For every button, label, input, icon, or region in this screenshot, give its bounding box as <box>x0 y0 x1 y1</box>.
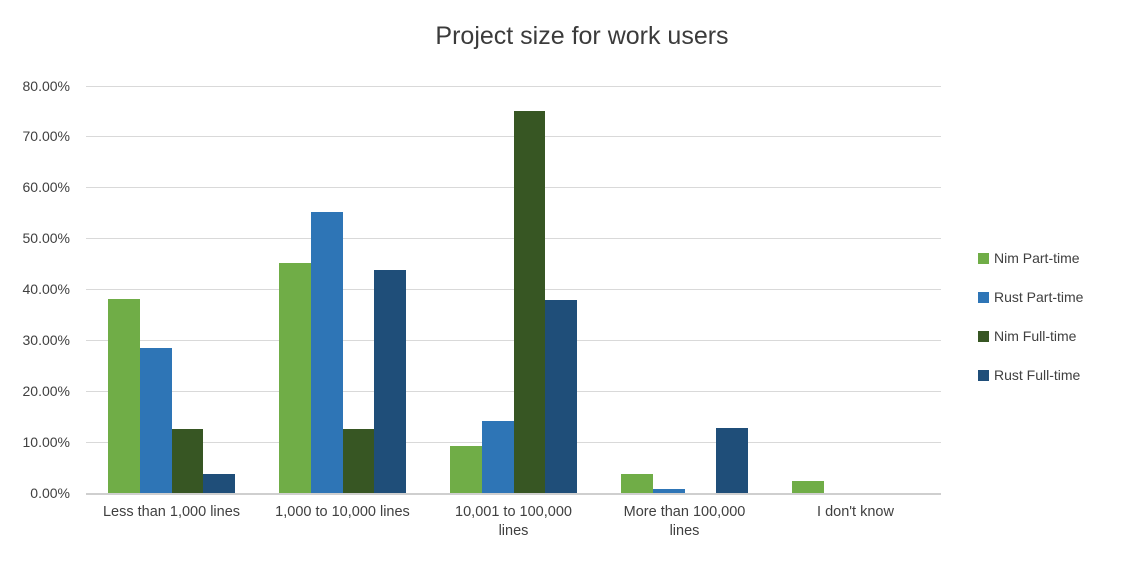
bar-nim-part-time-4 <box>792 480 824 493</box>
legend-item-rust-full-time: Rust Full-time <box>978 366 1083 384</box>
bar-nim-full-time-2 <box>513 111 546 493</box>
bar-group-less-than-1-000-lines <box>86 86 257 493</box>
bar-nim-full-time-0 <box>171 429 204 493</box>
bar-rust-part-time-1 <box>310 212 343 493</box>
bar-nim-full-time-1 <box>342 429 375 493</box>
chart-title: Project size for work users <box>435 22 729 50</box>
legend-label: Rust Part-time <box>994 289 1084 305</box>
plot-area <box>86 85 941 495</box>
bar-group-10-001-to-100-000 <box>428 86 599 493</box>
x-axis-category-label: Less than 1,000 lines <box>102 504 241 520</box>
y-axis-tick-label: 80.00% <box>22 77 70 94</box>
legend-swatch-icon <box>978 252 989 264</box>
legend: Nim Part-time Rust Part-time Nim Full-time… <box>978 249 1083 405</box>
y-axis-tick-label: 30.00% <box>22 331 70 348</box>
y-axis-tick-label: 40.00% <box>22 281 70 297</box>
legend-label: Nim Full-time <box>994 328 1077 344</box>
y-axis: 0.00% 10.00% 20.00% 30.00% 40.00% 50.00% 60.00… <box>0 78 72 501</box>
x-axis-category-label: More than 100,000 lines <box>623 504 746 539</box>
y-axis-tick-label: 10.00% <box>22 433 70 450</box>
legend-label: Rust Full-time <box>994 367 1081 383</box>
bar-rust-part-time-3 <box>652 488 685 493</box>
legend-item-nim-full-time: Nim Full-time <box>978 327 1083 345</box>
bar-nim-part-time-2 <box>450 445 482 493</box>
bar-rust-full-time-1 <box>374 270 406 493</box>
bar-group-1-000-to-10-000-lines <box>257 86 428 493</box>
bar-rust-part-time-0 <box>139 347 172 493</box>
x-axis-line <box>86 492 941 495</box>
legend-swatch-icon <box>978 291 989 303</box>
y-axis-tick-label: 60.00% <box>22 179 70 196</box>
bar-group-i-don-t-know <box>770 86 941 493</box>
bar-group-more-than-100-000 <box>599 86 770 493</box>
y-axis-tick-label: 0.00% <box>30 484 70 501</box>
gridline <box>86 85 941 87</box>
bar-rust-full-time-2 <box>545 300 577 493</box>
legend-swatch-icon <box>978 330 989 342</box>
bar-nim-part-time-0 <box>108 299 140 493</box>
x-axis-category-label: 10,001 to 100,000 lines <box>455 504 572 539</box>
x-axis: Less than 1,000 lines 1,000 to 10,000 lin… <box>86 503 941 563</box>
legend-swatch-icon <box>978 369 989 381</box>
y-axis-tick-label: 20.00% <box>22 382 70 399</box>
legend-item-rust-part-time: Rust Part-time <box>978 288 1083 306</box>
x-axis-category-label: 1,000 to 10,000 lines <box>275 504 410 520</box>
bar-nim-part-time-3 <box>621 474 653 493</box>
legend-item-nim-part-time: Nim Part-time <box>978 249 1083 267</box>
bar-rust-part-time-2 <box>481 420 514 493</box>
legend-label: Nim Part-time <box>994 250 1080 266</box>
y-axis-tick-label: 70.00% <box>22 128 70 145</box>
x-axis-category-label: I don't know <box>817 504 894 520</box>
bar-rust-full-time-3 <box>716 427 748 493</box>
y-axis-tick-label: 50.00% <box>22 230 70 247</box>
bar-nim-part-time-1 <box>279 263 311 493</box>
bar-rust-full-time-0 <box>203 473 235 493</box>
